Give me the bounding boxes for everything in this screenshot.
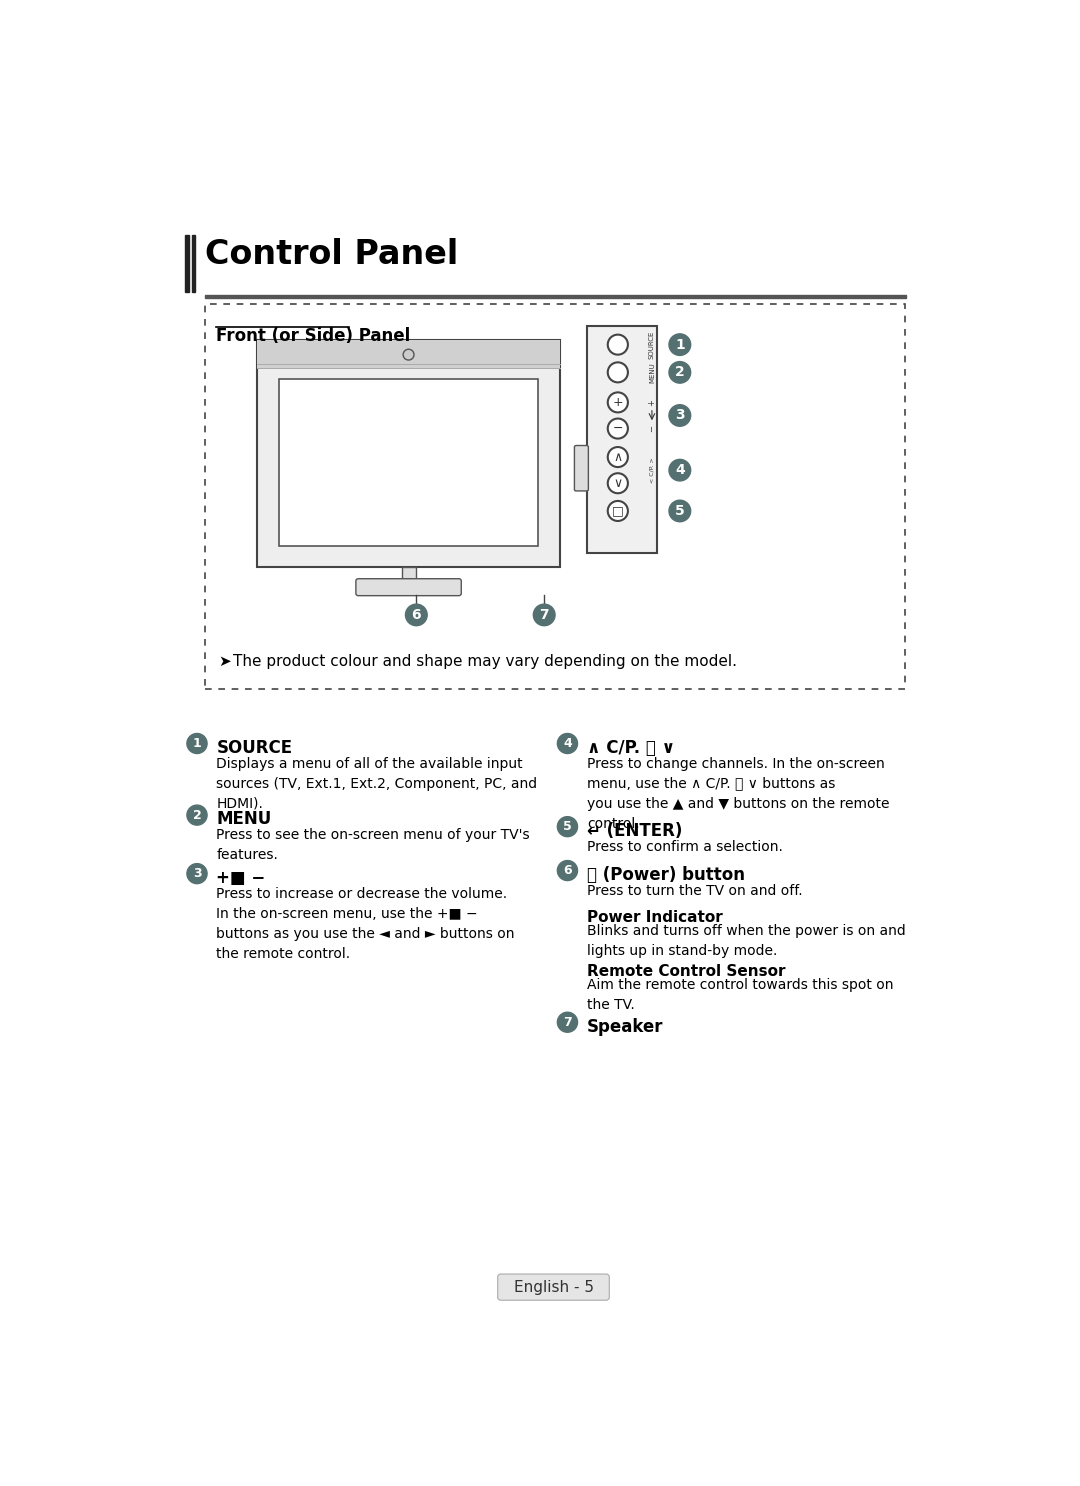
Text: ➤: ➤	[218, 654, 231, 669]
Text: ∨: ∨	[613, 477, 622, 490]
Circle shape	[187, 734, 207, 753]
Text: Press to see the on-screen menu of your TV's
features.: Press to see the on-screen menu of your …	[216, 828, 530, 862]
Text: ↵ (ENTER): ↵ (ENTER)	[586, 822, 683, 840]
Text: MENU: MENU	[216, 810, 272, 829]
Text: 5: 5	[563, 820, 571, 834]
Bar	[257, 340, 559, 568]
Text: 4: 4	[675, 464, 685, 477]
Text: −: −	[612, 422, 623, 435]
Text: MENU: MENU	[649, 363, 654, 383]
Text: English - 5: English - 5	[513, 1281, 594, 1296]
Text: Remote Control Sensor: Remote Control Sensor	[586, 964, 785, 979]
Bar	[186, 235, 189, 293]
Text: Blinks and turns off when the power is on and
lights up in stand-by mode.: Blinks and turns off when the power is o…	[586, 924, 905, 958]
Text: Press to change channels. In the on-screen
menu, use the ∧ C/P. ⏻ ∨ buttons as
y: Press to change channels. In the on-scre…	[586, 756, 889, 831]
Text: Press to confirm a selection.: Press to confirm a selection.	[586, 840, 783, 854]
Text: SOURCE: SOURCE	[216, 739, 293, 756]
Circle shape	[403, 349, 414, 360]
Circle shape	[534, 605, 555, 626]
Bar	[586, 325, 657, 553]
Text: 5: 5	[675, 504, 685, 519]
Text: < C/P. >: < C/P. >	[649, 458, 654, 483]
Text: Front (or Side) Panel: Front (or Side) Panel	[216, 327, 409, 345]
Circle shape	[405, 605, 428, 626]
Text: 1: 1	[675, 337, 685, 352]
Text: □: □	[612, 504, 624, 517]
Text: Power Indicator: Power Indicator	[586, 909, 723, 924]
Bar	[402, 568, 416, 581]
FancyBboxPatch shape	[498, 1274, 609, 1300]
Text: The product colour and shape may vary depending on the model.: The product colour and shape may vary de…	[232, 654, 737, 669]
Text: 4: 4	[563, 737, 571, 750]
Bar	[257, 340, 559, 370]
Text: +■ −: +■ −	[216, 869, 266, 887]
Circle shape	[608, 473, 627, 493]
Text: Displays a menu of all of the available input
sources (TV, Ext.1, Ext.2, Compone: Displays a menu of all of the available …	[216, 756, 538, 811]
Circle shape	[187, 863, 207, 884]
FancyBboxPatch shape	[575, 446, 589, 490]
Text: 6: 6	[411, 608, 421, 623]
Text: Aim the remote control towards this spot on
the TV.: Aim the remote control towards this spot…	[586, 978, 893, 1012]
Circle shape	[608, 419, 627, 438]
Circle shape	[187, 805, 207, 825]
Circle shape	[557, 734, 578, 753]
Text: −: −	[647, 425, 657, 432]
Text: 6: 6	[563, 863, 571, 877]
Text: 3: 3	[192, 868, 201, 880]
Bar	[205, 303, 905, 690]
Circle shape	[608, 447, 627, 467]
Text: 2: 2	[192, 808, 201, 822]
Text: 2: 2	[675, 366, 685, 379]
Bar	[279, 379, 538, 545]
Text: 7: 7	[539, 608, 549, 623]
Text: Press to increase or decrease the volume.
In the on-screen menu, use the +■ −
bu: Press to increase or decrease the volume…	[216, 887, 515, 961]
Bar	[191, 235, 195, 293]
Bar	[205, 296, 906, 297]
Circle shape	[557, 860, 578, 881]
Text: ⏻ (Power) button: ⏻ (Power) button	[586, 866, 745, 884]
Text: Press to turn the TV on and off.: Press to turn the TV on and off.	[586, 884, 802, 898]
Text: Control Panel: Control Panel	[205, 238, 458, 272]
Circle shape	[608, 501, 627, 522]
Circle shape	[669, 334, 691, 355]
Circle shape	[669, 404, 691, 426]
Text: Speaker: Speaker	[586, 1018, 663, 1036]
Text: +: +	[647, 398, 657, 406]
Text: 7: 7	[563, 1016, 571, 1028]
Circle shape	[608, 334, 627, 355]
Circle shape	[669, 459, 691, 481]
Circle shape	[669, 501, 691, 522]
Circle shape	[669, 361, 691, 383]
Text: 1: 1	[192, 737, 201, 750]
Circle shape	[557, 817, 578, 837]
Circle shape	[557, 1012, 578, 1033]
Text: ∧: ∧	[613, 450, 622, 464]
Circle shape	[608, 392, 627, 413]
Text: +: +	[612, 395, 623, 409]
Circle shape	[608, 363, 627, 382]
Text: ∧ C/P. ⏻ ∨: ∧ C/P. ⏻ ∨	[586, 739, 675, 756]
Text: 3: 3	[675, 409, 685, 422]
FancyBboxPatch shape	[356, 578, 461, 596]
Text: SOURCE: SOURCE	[649, 330, 654, 358]
